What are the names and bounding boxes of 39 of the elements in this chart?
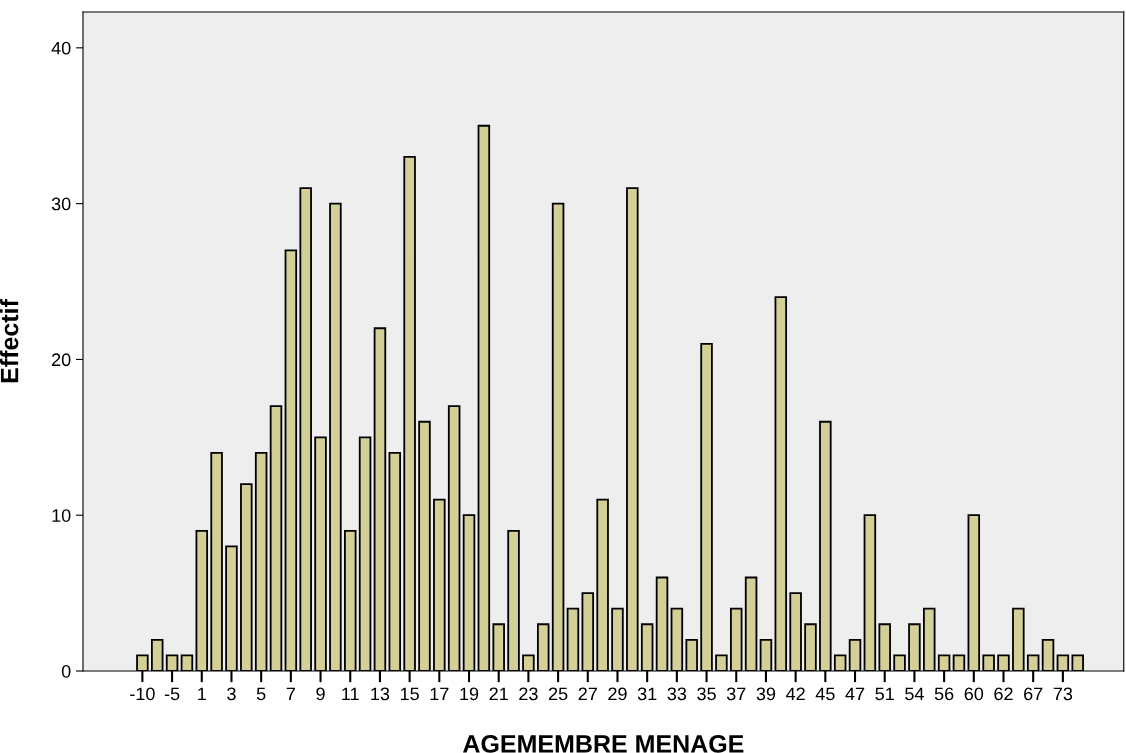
x-tick-label: 7 <box>286 687 295 701</box>
x-tick-label: -5 <box>164 687 180 701</box>
y-tick-label: 10 <box>52 509 71 522</box>
x-tick-label: 19 <box>460 687 479 701</box>
x-tick-label: 29 <box>608 687 627 701</box>
x-tick-label: 21 <box>489 687 508 701</box>
x-tick-label: 67 <box>1024 687 1043 701</box>
x-tick-label: 31 <box>637 687 657 701</box>
x-tick-label: 42 <box>786 687 805 701</box>
x-tick-label: 35 <box>697 687 716 701</box>
x-tick-label: 62 <box>994 687 1013 701</box>
x-tick-label: 39 <box>756 687 776 701</box>
x-tick-label: 47 <box>845 687 865 701</box>
y-tick-label: 30 <box>51 197 71 211</box>
y-tick-label: 20 <box>52 353 71 367</box>
y-tick-label: 0 <box>61 664 71 678</box>
x-tick-label: 37 <box>726 687 746 701</box>
x-tick-label: 56 <box>934 687 954 701</box>
x-tick-label: 45 <box>815 687 835 701</box>
x-tick-label: 13 <box>371 687 390 701</box>
x-tick-label: 9 <box>316 687 325 701</box>
x-tick-label: 25 <box>548 687 568 701</box>
x-tick-label: -10 <box>130 687 155 701</box>
x-tick-label: 54 <box>905 687 924 701</box>
x-tick-label: 1 <box>198 687 206 701</box>
x-tick-label: 5 <box>256 687 266 701</box>
x-tick-label: 60 <box>964 687 984 701</box>
x-tick-label: 23 <box>519 687 538 701</box>
y-tick-label: 40 <box>51 41 71 55</box>
x-tick-label: 15 <box>400 687 419 701</box>
y-axis-title: Effectif <box>0 299 19 383</box>
x-tick-label: 73 <box>1053 687 1073 701</box>
x-tick-label: 33 <box>667 687 687 701</box>
x-tick-label: 11 <box>342 687 359 701</box>
x-tick-label: 51 <box>875 687 894 701</box>
x-tick-label: 27 <box>578 687 597 701</box>
x-tick-label: 17 <box>430 687 449 701</box>
x-axis-title: AGEMEMBRE MENAGE <box>463 735 744 753</box>
x-tick-label: 3 <box>227 687 236 701</box>
